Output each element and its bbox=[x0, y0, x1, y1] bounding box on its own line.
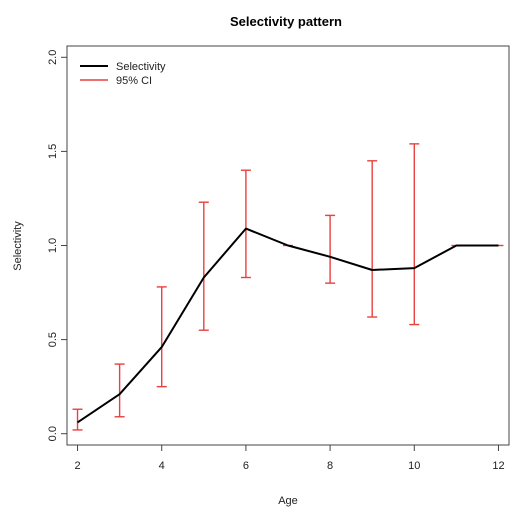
ci-error-bars bbox=[72, 143, 504, 431]
y-tick-label-4: 2.0 bbox=[47, 50, 59, 65]
ci-bar-age-3 bbox=[114, 363, 125, 418]
x-tick-label-4: 10 bbox=[408, 460, 420, 472]
y-tick-label-3: 1.5 bbox=[47, 144, 59, 159]
ci-bar-age-9 bbox=[367, 160, 378, 318]
x-tick-label-1: 4 bbox=[159, 460, 165, 472]
y-axis-label: Selectivity bbox=[12, 221, 24, 271]
selectivity-series bbox=[76, 227, 499, 424]
ci-bar-age-8 bbox=[325, 214, 336, 284]
y-tick-label-2: 1.0 bbox=[47, 238, 59, 253]
ci-bar-age-10 bbox=[409, 143, 420, 326]
x-tick-label-5: 12 bbox=[492, 460, 504, 472]
legend: Selectivity 95% CI bbox=[80, 61, 166, 87]
y-tick-label-1: 0.5 bbox=[47, 332, 59, 347]
legend-label-selectivity: Selectivity bbox=[116, 61, 166, 73]
legend-label-ci: 95% CI bbox=[116, 75, 152, 87]
ci-bar-age-6 bbox=[240, 169, 251, 279]
ci-bar-age-2 bbox=[72, 408, 83, 431]
series-line-0 bbox=[76, 227, 499, 424]
x-tick-label-2: 6 bbox=[243, 460, 249, 472]
x-axis-label: Age bbox=[278, 495, 298, 507]
ci-bar-age-5 bbox=[198, 201, 209, 331]
chart-title: Selectivity pattern bbox=[230, 14, 342, 29]
y-tick-label-0: 0.0 bbox=[47, 426, 59, 441]
x-tick-label-3: 8 bbox=[327, 460, 333, 472]
ci-bar-age-4 bbox=[156, 286, 167, 388]
x-axis: 2 4 6 8 10 12 bbox=[74, 445, 505, 472]
y-axis: 0.0 0.5 1.0 1.5 2.0 bbox=[47, 50, 67, 441]
x-tick-label-0: 2 bbox=[74, 460, 80, 472]
